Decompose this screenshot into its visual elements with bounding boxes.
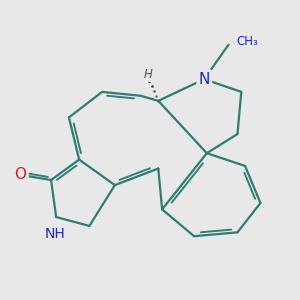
Text: N: N: [199, 72, 210, 87]
Text: NH: NH: [44, 226, 65, 241]
Text: CH₃: CH₃: [236, 35, 258, 48]
Text: H: H: [143, 68, 152, 81]
Text: O: O: [14, 167, 26, 182]
